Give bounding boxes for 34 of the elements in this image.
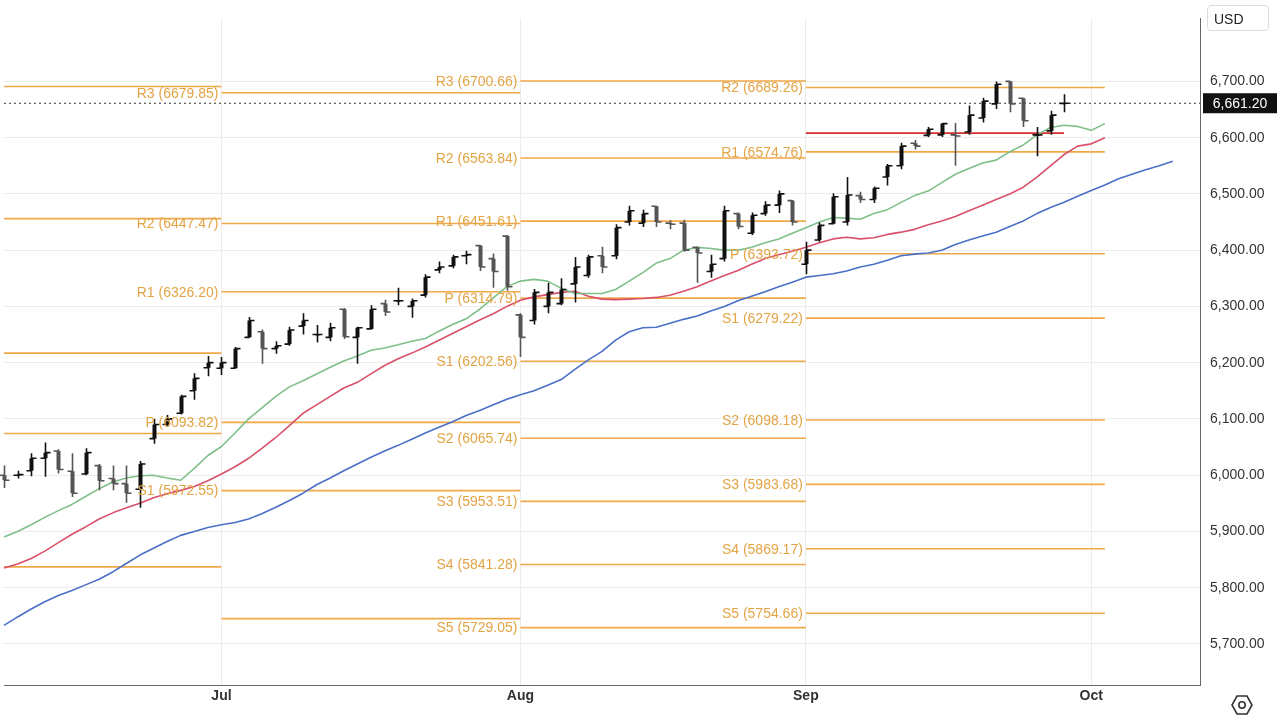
y-tick-label: 6,700.00 [1210,72,1265,89]
y-tick-label: 6,400.00 [1210,241,1265,258]
y-tick-label: 6,200.00 [1210,353,1265,370]
series-label: S3 (5953.51) [436,493,518,510]
series-label: S2 (6098.18) [721,411,803,428]
series-label: R3 (6700.66) [435,72,518,89]
series-label: R2 (6563.84) [435,149,518,166]
series-label: R2 (6447.47) [136,215,219,232]
y-tick-label: 5,700.00 [1210,634,1265,651]
series-label: S4 (5841.28) [436,556,518,573]
y-tick-label: 5,800.00 [1210,578,1265,595]
series-label: R1 (6326.20) [136,283,219,300]
y-tick-label: 6,100.00 [1210,409,1265,426]
series-label: S5 (5754.66) [721,605,803,622]
x-tick-label: Aug [506,687,535,704]
x-tick-label: Oct [1079,687,1104,704]
series-label: S1 (6202.56) [436,353,518,370]
series-label: R3 (6679.85) [136,84,219,101]
x-tick-label: Jul [211,687,232,704]
y-tick-label: 6,300.00 [1210,297,1265,314]
x-tick-label: Sep [793,687,819,704]
series-label: S3 (5983.68) [721,476,803,493]
series-label: S5 (5729.05) [436,619,518,636]
ref-line-label: 6,661.20 [1212,95,1268,112]
series-label: S2 (6065.74) [436,430,518,447]
text: USD [1214,11,1244,27]
series-label: S4 (5869.17) [721,540,803,557]
series-label: R1 (6574.76) [721,143,803,160]
y-tick-label: 6,000.00 [1210,466,1265,483]
y-tick-label: 6,600.00 [1210,128,1265,145]
series-label: R2 (6689.26) [721,79,803,96]
y-tick-label: 6,500.00 [1210,184,1265,201]
series-label: S1 (6279.22) [721,309,803,326]
y-tick-label: 5,900.00 [1210,522,1265,539]
